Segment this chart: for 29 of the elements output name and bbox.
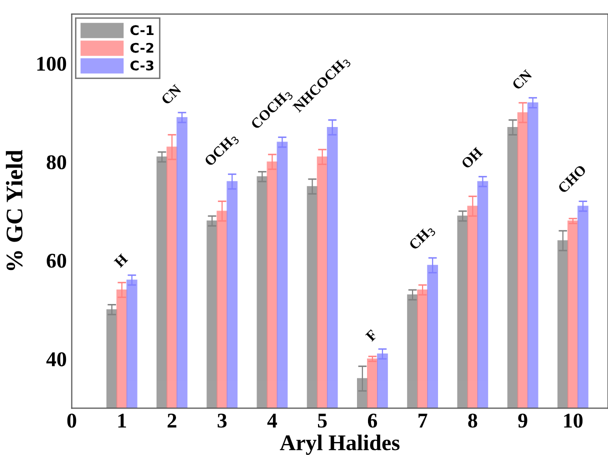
x-tick-label: 7 bbox=[418, 414, 428, 428]
x-tick-label: 6 bbox=[368, 414, 378, 428]
annotation: H bbox=[114, 253, 128, 268]
annotation: CN bbox=[512, 69, 533, 90]
x-tick-label: 8 bbox=[468, 414, 478, 428]
y-tick-label: 100 bbox=[37, 56, 66, 71]
x-tick-label: 1 bbox=[118, 414, 126, 428]
annotation: NHCOCH$_{3}$ bbox=[292, 55, 352, 114]
legend-label: C-2 bbox=[130, 42, 154, 53]
annotation: F bbox=[365, 329, 378, 342]
x-tick-label: 4 bbox=[267, 414, 278, 428]
x-tick-label: 9 bbox=[518, 414, 528, 428]
x-tick-label: 10 bbox=[564, 414, 583, 428]
x-tick-label: 0 bbox=[67, 414, 76, 428]
legend-label: C-3 bbox=[130, 60, 154, 70]
y-tick-label: 40 bbox=[46, 352, 66, 366]
x-axis-title: Aryl Halides bbox=[280, 434, 400, 455]
x-tick-label: 3 bbox=[218, 414, 227, 428]
y-tick-label: 80 bbox=[46, 155, 66, 170]
annotation: CN bbox=[160, 84, 182, 106]
annotation: OH bbox=[460, 146, 484, 170]
annotation: CH$_{3}$ bbox=[408, 224, 436, 252]
y-axis-title: % GC Yield bbox=[6, 150, 23, 270]
legend-label: C-1 bbox=[130, 25, 154, 36]
x-tick-label: 2 bbox=[168, 414, 176, 428]
y-tick-label: 60 bbox=[46, 254, 66, 268]
annotation: OCH$_{3}$ bbox=[204, 132, 240, 168]
annotation: COCH$_{3}$ bbox=[250, 88, 294, 132]
x-tick-label: 5 bbox=[318, 414, 327, 428]
